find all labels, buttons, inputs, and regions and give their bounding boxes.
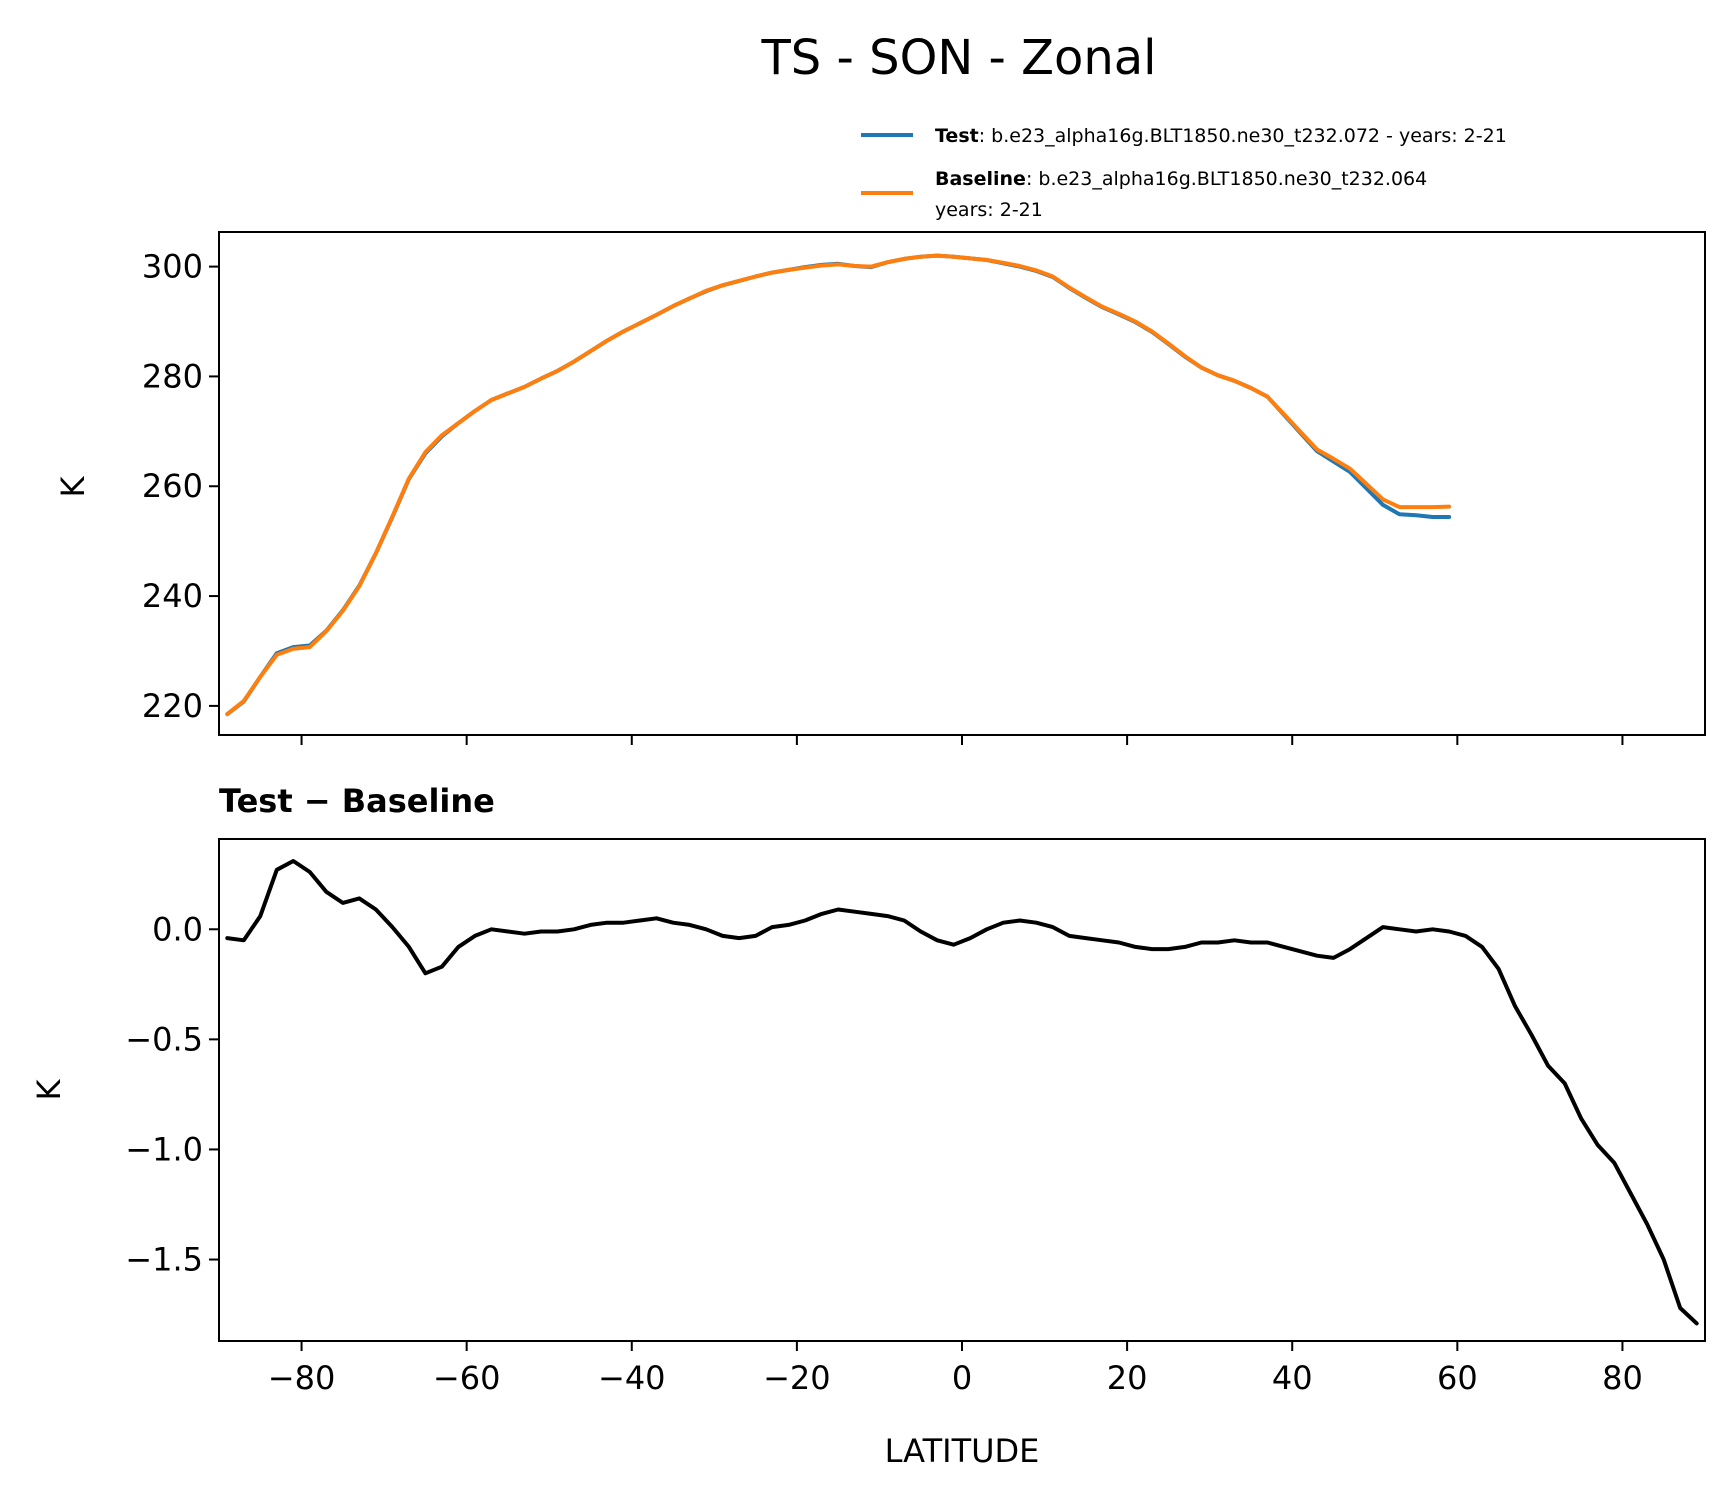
diff-panel-title: Test − Baseline xyxy=(219,782,495,820)
x-tick-label: 20 xyxy=(1107,1359,1148,1397)
y-tick-label: 300 xyxy=(142,248,203,286)
y-tick-label: 260 xyxy=(142,467,203,505)
top-y-ticks: 220 240 260 280 300 xyxy=(142,248,219,725)
y-tick-label: 280 xyxy=(142,357,203,395)
series-line-test-baseline xyxy=(225,859,1699,1326)
legend-test-detail: b.e23_alpha16g.BLT1850.ne30_t232.072 - y… xyxy=(991,125,1507,147)
top-x-ticks xyxy=(300,735,1624,745)
bottom-panel: Test − Baseline 0.0 −0.5 −1.0 −1.5 −80 −60 −4… xyxy=(30,782,1706,1470)
y-tick-label: 220 xyxy=(142,687,203,725)
top-panel: 220 240 260 280 300 K xyxy=(54,231,1706,745)
top-plot-frame xyxy=(218,231,1706,736)
bottom-plot-frame xyxy=(218,838,1706,1342)
y-tick-label: −1.5 xyxy=(125,1241,203,1279)
x-tick-label: −60 xyxy=(433,1359,501,1397)
y-tick-label: 0.0 xyxy=(152,910,203,948)
bottom-x-ticks: −80 −60 −40 −20 0 20 40 60 80 xyxy=(268,1341,1643,1397)
legend-test-entry: Test: b.e23_alpha16g.BLT1850.ne30_t232.0… xyxy=(935,125,1507,147)
x-tick-label: −80 xyxy=(268,1359,336,1397)
x-tick-label: 0 xyxy=(952,1359,972,1397)
bottom-y-axis-label: K xyxy=(30,1078,68,1100)
x-tick-label: −40 xyxy=(598,1359,666,1397)
legend-baseline-sep: : xyxy=(1026,168,1038,190)
legend: Test: b.e23_alpha16g.BLT1850.ne30_t232.0… xyxy=(861,125,1507,221)
y-tick-label: −1.0 xyxy=(125,1130,203,1168)
top-series-lines xyxy=(225,253,1452,717)
y-tick-label: 240 xyxy=(142,577,203,615)
x-axis-label: LATITUDE xyxy=(885,1432,1040,1470)
legend-baseline-name: Baseline xyxy=(935,168,1026,190)
figure-title: TS - SON - Zonal xyxy=(760,30,1156,86)
top-y-axis-label: K xyxy=(54,475,92,497)
legend-baseline-entry: Baseline: b.e23_alpha16g.BLT1850.ne30_t2… xyxy=(935,168,1427,190)
bottom-y-ticks: 0.0 −0.5 −1.0 −1.5 xyxy=(125,910,219,1279)
x-tick-label: 80 xyxy=(1602,1359,1643,1397)
legend-test-name: Test xyxy=(935,125,979,147)
series-line-baseline xyxy=(225,253,1452,717)
legend-baseline-detail: b.e23_alpha16g.BLT1850.ne30_t232.064 xyxy=(1038,168,1427,190)
x-tick-label: 60 xyxy=(1437,1359,1478,1397)
bottom-series-lines xyxy=(225,859,1699,1326)
x-tick-label: −20 xyxy=(763,1359,831,1397)
legend-test-sep: : xyxy=(979,125,991,147)
y-tick-label: −0.5 xyxy=(125,1020,203,1058)
x-tick-label: 40 xyxy=(1272,1359,1313,1397)
legend-baseline-detail-line2: years: 2-21 xyxy=(935,199,1043,221)
series-line-test xyxy=(225,253,1452,717)
